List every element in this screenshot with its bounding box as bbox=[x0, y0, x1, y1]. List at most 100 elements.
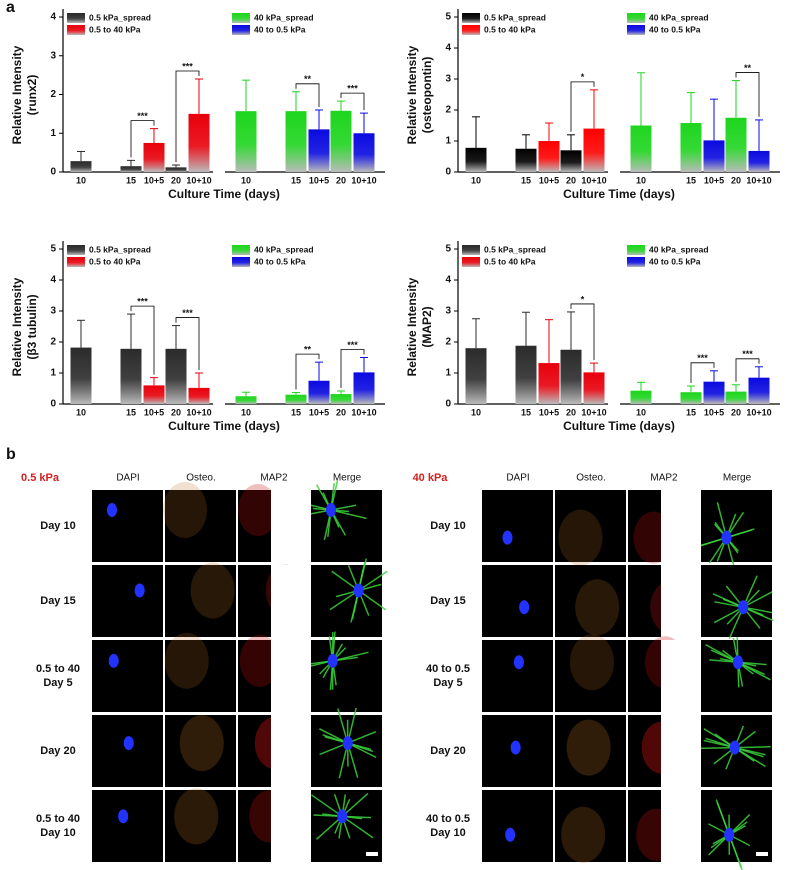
merge-clip bbox=[661, 565, 701, 637]
x-tick-label: 15 bbox=[126, 175, 136, 185]
x-tick-label: 10 bbox=[241, 407, 251, 417]
x-tick-label: 10 bbox=[471, 407, 481, 417]
y-tick-label: 3 bbox=[445, 306, 451, 317]
legend-label: 40 kPa_spread bbox=[649, 12, 709, 22]
legend-swatch bbox=[232, 25, 250, 35]
legend-swatch bbox=[67, 257, 85, 267]
micrograph bbox=[555, 790, 626, 862]
panel-label: a bbox=[6, 0, 15, 16]
significance-label: *** bbox=[347, 83, 358, 93]
bar bbox=[330, 394, 352, 404]
column-header: Osteo. bbox=[576, 473, 605, 484]
micrograph bbox=[311, 790, 382, 862]
nucleus bbox=[724, 827, 735, 842]
condition-label: 40 kPa bbox=[413, 472, 449, 484]
significance-bracket bbox=[175, 317, 200, 370]
bar bbox=[630, 125, 652, 172]
merge-clip bbox=[271, 640, 311, 712]
legend-label: 0.5 to 40 kPa bbox=[484, 24, 536, 34]
significance-label: * bbox=[581, 294, 585, 304]
y-tick-label: 0 bbox=[445, 167, 451, 178]
row-label: Day 10 bbox=[40, 520, 75, 532]
nucleus bbox=[118, 809, 129, 824]
micrograph bbox=[555, 565, 626, 637]
x-tick-label: 10+5 bbox=[309, 407, 329, 417]
x-tick-label: 15 bbox=[291, 407, 301, 417]
legend-swatch bbox=[462, 25, 480, 35]
x-axis-label: Culture Time (days) bbox=[563, 419, 675, 433]
y-axis-label: (β3 tubulin) bbox=[25, 294, 39, 359]
bar bbox=[285, 111, 307, 172]
bar bbox=[235, 111, 257, 172]
legend-label: 40 to 0.5 kPa bbox=[254, 256, 306, 266]
x-tick-label: 20 bbox=[566, 175, 576, 185]
bar bbox=[703, 381, 725, 404]
x-tick-label: 10+10 bbox=[746, 175, 771, 185]
y-tick-label: 4 bbox=[445, 43, 451, 54]
merge-clip bbox=[661, 790, 701, 862]
y-tick-label: 3 bbox=[445, 74, 451, 85]
micrograph bbox=[92, 790, 163, 862]
nucleus bbox=[505, 827, 516, 842]
y-tick-label: 2 bbox=[50, 89, 56, 100]
x-tick-label: 10+5 bbox=[539, 407, 559, 417]
y-axis-label: Relative Intensity bbox=[405, 277, 419, 376]
nucleus bbox=[519, 600, 530, 615]
bar bbox=[330, 110, 352, 172]
significance-bracket bbox=[570, 81, 595, 132]
x-tick-label: 20 bbox=[171, 175, 181, 185]
x-tick-label: 10+10 bbox=[186, 407, 211, 417]
micrograph bbox=[92, 640, 163, 712]
x-tick-label: 20 bbox=[336, 175, 346, 185]
legend-swatch bbox=[67, 245, 85, 255]
significance-label: * bbox=[581, 72, 585, 82]
micrograph bbox=[165, 790, 236, 862]
merge-clip bbox=[271, 715, 311, 787]
nucleus bbox=[510, 740, 521, 755]
bar bbox=[725, 391, 747, 404]
scale-bar bbox=[366, 852, 378, 856]
y-tick-label: 2 bbox=[445, 337, 451, 348]
legend-label: 0.5 kPa_spread bbox=[89, 244, 151, 254]
x-tick-label: 15 bbox=[291, 175, 301, 185]
osteo-signal bbox=[575, 579, 620, 636]
bar bbox=[703, 140, 725, 172]
x-tick-label: 10+5 bbox=[144, 175, 164, 185]
bar bbox=[70, 161, 92, 172]
significance-bracket bbox=[735, 72, 760, 117]
y-axis-label: Relative Intensity bbox=[405, 45, 419, 144]
nucleus bbox=[513, 655, 524, 670]
significance-label: *** bbox=[742, 349, 753, 359]
column-header: Osteo. bbox=[186, 473, 215, 484]
y-axis-label: Relative Intensity bbox=[10, 277, 24, 376]
nucleus bbox=[342, 736, 353, 751]
legend-label: 40 to 0.5 kPa bbox=[254, 24, 306, 34]
bar bbox=[120, 348, 142, 404]
merge-clip bbox=[661, 490, 701, 562]
row-label: Day 5 bbox=[43, 677, 72, 689]
y-tick-label: 1 bbox=[445, 136, 451, 147]
legend-swatch bbox=[232, 245, 250, 255]
map2-signal bbox=[238, 484, 278, 536]
y-tick-label: 1 bbox=[50, 368, 56, 379]
column-header: MAP2 bbox=[260, 473, 288, 484]
significance-label: ** bbox=[744, 63, 752, 73]
x-tick-label: 20 bbox=[566, 407, 576, 417]
nucleus bbox=[337, 809, 348, 824]
bar bbox=[235, 396, 257, 404]
osteo-signal bbox=[163, 482, 207, 538]
micrograph bbox=[482, 490, 553, 562]
bar bbox=[143, 385, 165, 404]
x-tick-label: 10+10 bbox=[581, 407, 606, 417]
x-tick-label: 20 bbox=[171, 407, 181, 417]
micrograph bbox=[555, 640, 626, 712]
bar bbox=[70, 347, 92, 404]
x-tick-label: 10 bbox=[636, 407, 646, 417]
bar bbox=[308, 129, 330, 172]
bar bbox=[560, 150, 582, 172]
column-header: MAP2 bbox=[650, 473, 678, 484]
significance-bracket bbox=[570, 303, 595, 361]
panel-label: b bbox=[6, 446, 16, 463]
y-tick-label: 0 bbox=[50, 167, 56, 178]
bar bbox=[465, 147, 487, 172]
